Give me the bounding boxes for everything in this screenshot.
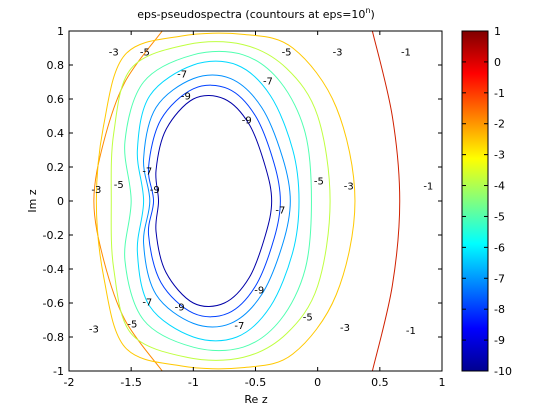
contour-label: -5: [314, 177, 324, 188]
colorbar-tick-label: -6: [494, 241, 505, 254]
colorbar-tick-label: -8: [494, 303, 505, 316]
contour-label: -3: [333, 47, 343, 58]
x-tick-label: 0: [314, 376, 321, 389]
y-tick-label: -1: [53, 365, 64, 378]
contour-label: -9: [150, 185, 160, 196]
colorbar-ticks: 1 0 -1 -2 -3 -4 -5 -6 -7 -8 -9 -10: [462, 25, 512, 378]
contour-label: -3: [89, 325, 99, 336]
y-tick-label: 1: [57, 25, 64, 38]
colorbar-tick-label: -2: [494, 118, 505, 131]
title-superscript: n: [365, 6, 370, 15]
contour-label: -9: [254, 285, 264, 296]
contour-lines: [93, 31, 401, 371]
x-tick-label: -2: [64, 376, 75, 389]
contour-labels: -3 -5 -5 -3 -1 -7 -7 -9 -9 -3 -5 -7 -9 -5 -3 -1 -7 -9 -7 -9…: [89, 47, 433, 337]
contour-label: -3: [109, 47, 119, 58]
contour-label: -3: [91, 185, 101, 196]
contour-label: -3: [344, 182, 354, 193]
y-tick-label: -0.6: [43, 297, 64, 310]
y-tick-label: 0: [57, 195, 64, 208]
contour-line-level-4: [110, 41, 331, 361]
y-tick-label: 0.2: [47, 161, 65, 174]
contour-label: -7: [263, 76, 273, 87]
y-tick-label: 0.6: [47, 93, 65, 106]
colorbar-tick-label: -10: [494, 365, 512, 378]
contour-label: -7: [234, 321, 244, 332]
contour-label: -1: [401, 47, 411, 58]
colorbar: [461, 30, 489, 372]
contour-line-level-5: [124, 50, 312, 352]
contour-label: -7: [275, 206, 285, 217]
y-tick-label: 0.8: [47, 59, 65, 72]
x-tick-label: 0.5: [371, 376, 389, 389]
contour-label: -9: [242, 115, 252, 126]
contour-label: -9: [175, 302, 185, 313]
contour-label: -9: [181, 92, 191, 103]
contour-line-level-3: [95, 32, 356, 370]
title-suffix: ): [371, 8, 375, 21]
contour-label: -5: [140, 47, 150, 58]
chart-title: eps-pseudospectra (countours at eps=10n): [137, 6, 375, 21]
contour-label: -5: [282, 47, 292, 58]
contour-line-level-6: [136, 60, 300, 342]
y-tick-label: -0.2: [43, 229, 64, 242]
y-axis-ticks: 1 0.8 0.6 0.4 0.2 0 -0.2 -0.4 -0.6 -0.8 -1: [43, 25, 442, 378]
x-tick-label: -1.5: [120, 376, 141, 389]
contour-label: -1: [423, 182, 433, 193]
contour-label: -7: [177, 70, 187, 81]
y-tick-label: -0.4: [43, 263, 64, 276]
contour-line-level-7: [143, 74, 291, 328]
x-tick-label: 1: [439, 376, 446, 389]
colorbar-tick-label: -5: [494, 210, 505, 223]
colorbar-tick-label: -9: [494, 334, 505, 347]
contour-label: -5: [114, 180, 124, 191]
contour-line-level-8: [147, 84, 281, 318]
contour-label: -7: [142, 297, 152, 308]
contour-label: -5: [303, 313, 313, 324]
colorbar-tick-label: 0: [494, 56, 501, 69]
contour-label: -1: [406, 326, 416, 337]
x-tick-label: -1: [188, 376, 199, 389]
colorbar-tick-label: -3: [494, 149, 505, 162]
contour-line-level-1: [371, 31, 401, 371]
colorbar-tick-label: -7: [494, 272, 505, 285]
x-tick-label: -0.5: [245, 376, 266, 389]
x-axis-ticks: -2 -1.5 -1 -0.5 0 0.5 1: [64, 31, 446, 389]
contour-label: -5: [127, 319, 137, 330]
colorbar-tick-label: 1: [494, 25, 501, 38]
y-tick-label: -0.8: [43, 331, 64, 344]
contour-line-level-2: [93, 31, 163, 371]
y-tick-label: 0.4: [47, 127, 65, 140]
colorbar-tick-label: -1: [494, 87, 505, 100]
colorbar-tick-label: -4: [494, 180, 505, 193]
contour-label: -3: [340, 323, 350, 334]
contour-line-level-9: [155, 94, 273, 308]
x-axis-label: Re z: [244, 393, 267, 406]
y-axis-label: Im z: [26, 189, 39, 212]
contour-label: -7: [142, 166, 152, 177]
